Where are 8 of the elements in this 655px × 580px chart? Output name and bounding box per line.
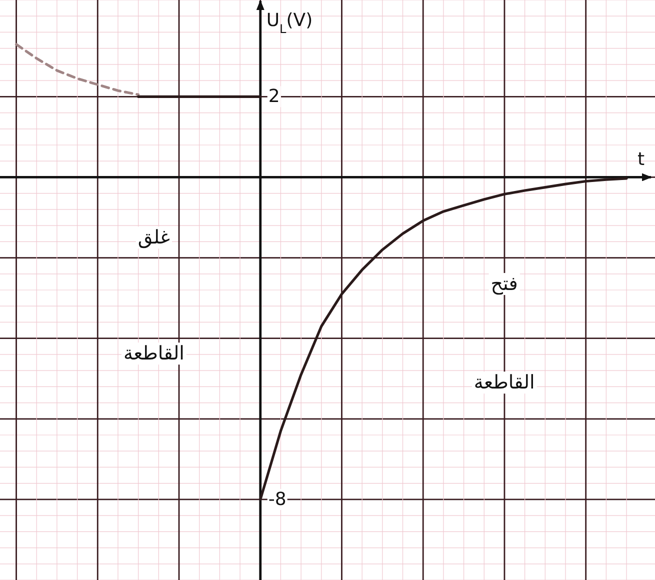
y-tick-label: -8 xyxy=(268,488,286,510)
annotation: القاطعة xyxy=(123,342,184,365)
annotation: فتح xyxy=(490,273,518,295)
annotation: غلق xyxy=(138,226,170,249)
y-tick-label: 2 xyxy=(268,86,280,108)
annotation: القاطعة xyxy=(474,372,535,394)
x-axis-title: t xyxy=(637,149,645,170)
y-axis-title: U$_{L}$(V) xyxy=(266,10,313,36)
